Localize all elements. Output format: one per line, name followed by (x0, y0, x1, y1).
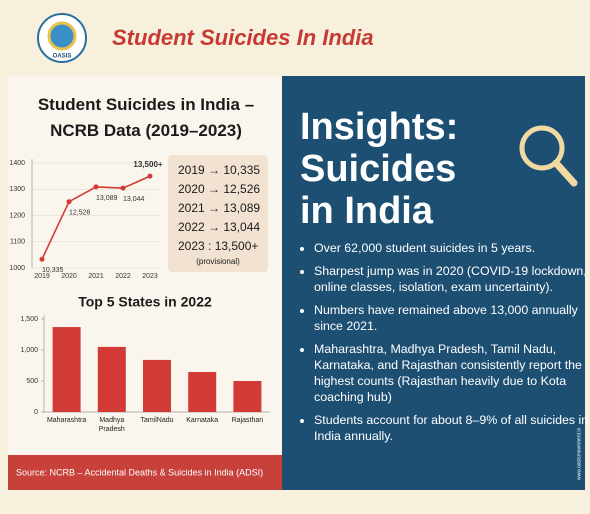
y-tick-label: 1,000 (20, 347, 38, 354)
summary-item: 2019 → 10,335 (178, 163, 260, 177)
x-tick-label: 2020 (61, 273, 77, 280)
point (93, 184, 99, 190)
logo-text: OASIS (53, 54, 72, 60)
insight-bullet: Students account for about 8–9% of all s… (314, 412, 590, 444)
summary-item: 2020 → 12,526 (178, 182, 260, 196)
x-tick-label: TamilNadu (140, 417, 174, 424)
summary-item: 2022 → 13,044 (178, 220, 260, 234)
y-tick-label: 1100 (10, 239, 25, 246)
bar-chart-title: Top 5 States in 2022 (78, 294, 212, 310)
source-bar (8, 455, 282, 490)
point (39, 256, 45, 262)
point (147, 173, 153, 179)
insight-bullet: Maharashtra, Madhya Pradesh, Tamil Nadu,… (314, 341, 590, 405)
source: Source: NCRB – Accidental Deaths & Suici… (16, 467, 263, 477)
x-tick-label: 2019 (34, 273, 50, 280)
line-chart-title: Student Suicides in India – NCRB Data (2… (37, 95, 255, 140)
value-label: 10,335 (42, 267, 64, 274)
point (66, 199, 72, 205)
summary-item: 2023 : 13,500+ (178, 239, 258, 253)
x-tick-label-box: Rajasthan (231, 417, 264, 424)
insight-bullet: Numbers have remained above 13,000 annua… (314, 302, 590, 334)
y-tick-label: 1200 (9, 212, 25, 219)
x-tick-label: 2023 (142, 273, 158, 280)
point (120, 185, 126, 191)
value-label: 13,044 (123, 196, 145, 203)
bar (233, 381, 262, 412)
logo-inner (47, 21, 77, 51)
y-tick-label: 1400 (9, 160, 25, 167)
summary-box (168, 155, 268, 272)
x-tick-label-box: TamilNadu (140, 417, 174, 424)
y-tick-label: 1300 (9, 186, 25, 193)
x-tick-label: Rajasthan (231, 417, 264, 424)
insights-title: Insights: Suicides in India (300, 106, 459, 232)
left-panel (8, 76, 282, 490)
insight-bullet: Over 62,000 student suicides in 5 years. (314, 240, 590, 256)
bar (143, 359, 171, 412)
insight-bullet: Sharpest jump was in 2020 (COVID-19 lock… (314, 263, 590, 295)
summary-item: 2021 → 13,089 (178, 201, 260, 215)
summary-note: (provisional) (196, 257, 240, 266)
x-tick-label: Madhya Pradesh (98, 417, 125, 433)
website: www.oasismovement.in (576, 428, 582, 480)
x-tick-label: Maharashtra (46, 417, 87, 424)
x-tick-label-box: Maharashtra (46, 417, 87, 424)
y-tick-label: 1000 (9, 265, 25, 272)
insights-list: Over 62,000 student suicides in 5 years.… (300, 240, 590, 451)
y-tick-label: 500 (26, 378, 38, 385)
magnifier-handle (552, 159, 578, 187)
value-label: 13,089 (96, 195, 118, 202)
magnifier-icon (519, 125, 565, 171)
y-tick-label: 0 (34, 409, 38, 416)
page-title: Student Suicides In India (112, 25, 374, 50)
bar (188, 372, 217, 412)
bar (97, 346, 126, 412)
x-tick-label: 2021 (88, 273, 104, 280)
x-tick-label-box: Madhya Pradesh (98, 417, 125, 433)
x-tick-label: Karnataka (186, 417, 219, 424)
y-tick-label: 1,500 (20, 316, 38, 323)
x-tick-label-box: Karnataka (186, 417, 219, 424)
bar (52, 327, 81, 412)
right-panel (282, 76, 585, 490)
value-label: 12,526 (69, 210, 91, 217)
x-tick-label: 2022 (115, 273, 131, 280)
value-label: 13,500+ (133, 160, 162, 169)
